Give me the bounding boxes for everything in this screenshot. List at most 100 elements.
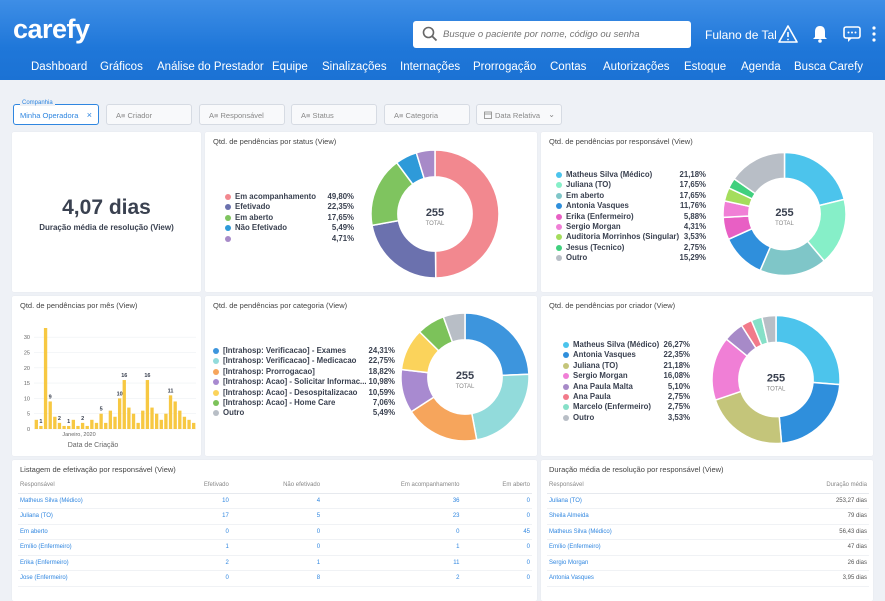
column-header[interactable]: Efetivado xyxy=(166,477,231,494)
legend-item[interactable]: [Intrahosp: Verificacao] - Medicacao 22,7… xyxy=(213,356,395,366)
legend-item[interactable]: Sergio Morgan 16,08% xyxy=(563,371,690,381)
bar[interactable] xyxy=(187,419,191,429)
column-header[interactable]: Em acompanhamento xyxy=(322,477,462,494)
donut-slice[interactable] xyxy=(470,373,530,441)
bar[interactable] xyxy=(122,380,126,429)
filter-data-relativa[interactable]: Data Relativa ⌄ xyxy=(476,104,562,125)
column-header[interactable]: Responsável xyxy=(547,477,740,494)
bar[interactable] xyxy=(90,419,94,429)
responsavel-link[interactable]: Sergio Morgan xyxy=(547,555,740,571)
clear-filter-icon[interactable]: × xyxy=(86,110,92,120)
user-name[interactable]: Fulano de Tal xyxy=(705,28,777,42)
donut-slice[interactable] xyxy=(442,312,466,344)
legend-item[interactable]: [Intrahosp: Verificacao] - Exames 24,31% xyxy=(213,346,395,356)
legend-item[interactable]: Em aberto 17,65% xyxy=(556,191,706,201)
legend-item[interactable]: [Intrahosp: Acao] - Desospitalizacao 10,5… xyxy=(213,388,395,398)
bar[interactable] xyxy=(113,416,117,429)
bar[interactable] xyxy=(34,419,38,429)
nav-agenda[interactable]: Agenda xyxy=(741,61,781,73)
bar[interactable] xyxy=(39,425,43,429)
bar[interactable] xyxy=(150,407,154,429)
donut-slice[interactable] xyxy=(761,314,777,345)
legend-item[interactable]: Matheus Silva (Médico) 26,27% xyxy=(563,340,690,350)
responsavel-link[interactable]: Sheila Almeida xyxy=(547,508,740,525)
table-row[interactable]: Matheus Silva (Médico) 56,43 dias xyxy=(547,524,869,540)
nav-equipe[interactable]: Equipe xyxy=(272,61,308,73)
legend-item[interactable]: 4,71% xyxy=(225,234,354,244)
donut-slice[interactable] xyxy=(434,149,500,279)
legend-item[interactable]: Ana Paula Malta 5,10% xyxy=(563,382,690,392)
responsavel-link[interactable]: Juliana (TO) xyxy=(18,508,167,525)
nav-internacoes[interactable]: Internações xyxy=(400,61,461,73)
more-options-icon[interactable] xyxy=(868,24,880,44)
nav-prorrogacao[interactable]: Prorrogação xyxy=(473,61,537,73)
bar[interactable] xyxy=(62,425,66,429)
legend-item[interactable]: Antonia Vasques 22,35% xyxy=(563,350,690,360)
donut-slice[interactable] xyxy=(714,390,783,445)
legend-item[interactable]: Erika (Enfermeiro) 5,88% xyxy=(556,212,706,222)
table-row[interactable]: Jose (Enfermeiro) 0 8 2 0 xyxy=(18,570,532,587)
bar[interactable] xyxy=(57,422,62,429)
bar[interactable] xyxy=(85,425,89,429)
donut-slice[interactable] xyxy=(415,149,436,180)
legend-item[interactable]: Antonia Vasques 11,76% xyxy=(556,201,706,211)
nav-graficos[interactable]: Gráficos xyxy=(100,61,143,73)
table-row[interactable]: Erika (Enfermeiro) 2 1 11 0 xyxy=(18,555,532,571)
responsavel-link[interactable]: Antonia Vasques xyxy=(547,570,740,587)
nav-sinalizacoes[interactable]: Sinalizações xyxy=(322,61,387,73)
legend-item[interactable]: [Intrahosp: Prorrogacao] 18,82% xyxy=(213,367,395,377)
carefy-logo[interactable]: carefy xyxy=(13,14,90,44)
bar[interactable] xyxy=(76,425,80,429)
responsavel-link[interactable]: Emílio (Enfermeiro) xyxy=(18,539,167,556)
bar[interactable] xyxy=(48,401,52,429)
legend-item[interactable]: Efetivado 22,35% xyxy=(225,202,354,212)
bar[interactable] xyxy=(192,422,196,429)
legend-item[interactable]: Auditoria Morrinhos (Singular) 3,53% xyxy=(556,232,706,242)
bar[interactable] xyxy=(127,407,131,429)
table-row[interactable]: Sergio Morgan 26 dias xyxy=(547,555,869,571)
legend-item[interactable]: Outro 15,29% xyxy=(556,253,706,263)
donut-slice[interactable] xyxy=(783,151,846,207)
column-header[interactable]: Não efetivado xyxy=(230,477,323,494)
bar[interactable] xyxy=(136,422,140,429)
table-row[interactable]: Emílio (Enfermeiro) 47 dias xyxy=(547,539,869,556)
bar[interactable] xyxy=(178,410,182,429)
filter-categoria[interactable]: A≡ Categoria xyxy=(384,104,470,125)
responsavel-link[interactable]: Matheus Silva (Médico) xyxy=(547,524,740,540)
legend-item[interactable]: Jesus (Tecnico) 2,75% xyxy=(556,243,706,253)
bar[interactable] xyxy=(141,410,145,429)
table-row[interactable]: Em aberto 0 0 0 45 xyxy=(18,524,532,540)
table-row[interactable]: Antonia Vasques 3,95 dias xyxy=(547,570,869,587)
bar[interactable] xyxy=(173,401,177,429)
bar[interactable] xyxy=(104,422,108,429)
legend-item[interactable]: [Intrahosp: Acao] - Home Care 7,06% xyxy=(213,398,395,408)
bar[interactable] xyxy=(164,413,168,429)
legend-item[interactable]: Juliana (TO) 21,18% xyxy=(563,361,690,371)
bar[interactable] xyxy=(80,422,85,429)
bar[interactable] xyxy=(159,419,163,429)
legend-item[interactable]: [Intrahosp: Acao] - Solicitar Informac..… xyxy=(213,377,395,387)
chat-icon[interactable] xyxy=(842,24,862,44)
bar[interactable] xyxy=(94,422,99,429)
table-row[interactable]: Matheus Silva (Médico) 10 4 36 0 xyxy=(18,493,532,509)
donut-slice[interactable] xyxy=(464,312,530,377)
column-header[interactable]: Duração média xyxy=(739,477,869,494)
filter-criador[interactable]: A≡ Criador xyxy=(106,104,192,125)
responsavel-link[interactable]: Jose (Enfermeiro) xyxy=(18,570,167,587)
nav-analise-prestador[interactable]: Análise do Prestador xyxy=(157,61,264,73)
bar[interactable] xyxy=(168,395,173,429)
filter-responsavel[interactable]: A≡ Responsável xyxy=(199,104,285,125)
legend-item[interactable]: Outro 3,53% xyxy=(563,413,690,423)
nav-dashboard[interactable]: Dashboard xyxy=(31,61,88,73)
legend-item[interactable]: Matheus Silva (Médico) 21,18% xyxy=(556,170,706,180)
legend-item[interactable]: Sergio Morgan 4,31% xyxy=(556,222,706,232)
bar[interactable] xyxy=(145,380,150,429)
bar[interactable] xyxy=(154,413,159,429)
table-row[interactable]: Sheila Almeida 79 dias xyxy=(547,508,869,525)
table-row[interactable]: Juliana (TO) 17 5 23 0 xyxy=(18,508,532,525)
nav-contas[interactable]: Contas xyxy=(550,61,587,73)
search-input[interactable] xyxy=(443,25,683,43)
legend-item[interactable]: Ana Paula 2,75% xyxy=(563,392,690,402)
bar[interactable] xyxy=(99,413,103,429)
bar[interactable] xyxy=(67,425,71,429)
